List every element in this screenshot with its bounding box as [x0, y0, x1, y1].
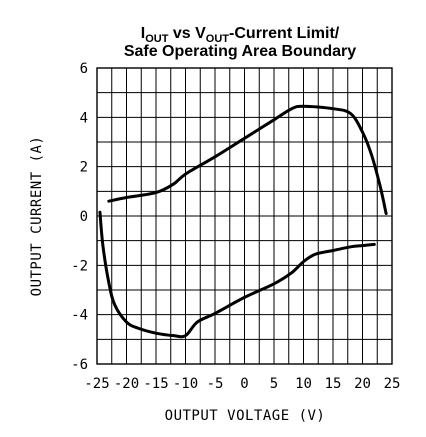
- title-subscript-1: OUT: [145, 33, 169, 45]
- y-tick-label: 4: [80, 110, 88, 126]
- y-tick-label: 0: [80, 209, 88, 225]
- title-part-1: I: [141, 25, 145, 42]
- x-tick-label: 25: [384, 376, 401, 392]
- x-tick-label: 5: [270, 376, 278, 392]
- y-tick-label: -4: [71, 308, 88, 324]
- y-axis-label: OUTPUT CURRENT (A): [29, 136, 45, 297]
- x-tick-label: -20: [114, 376, 139, 392]
- y-tick-label: 6: [80, 61, 88, 77]
- x-tick-label: 20: [354, 376, 371, 392]
- series-line-2: [98, 210, 376, 339]
- title-subscript-2: OUT: [206, 33, 230, 45]
- x-tick-label: -25: [84, 376, 109, 392]
- y-tick-label: -6: [71, 357, 88, 373]
- x-tick-label: -15: [143, 376, 168, 392]
- x-tick-label: -10: [173, 376, 198, 392]
- y-tick-label: 2: [80, 160, 88, 176]
- series-line-1: [107, 104, 388, 216]
- x-tick-label: -5: [207, 376, 224, 392]
- x-tick-label: 10: [295, 376, 312, 392]
- chart-title-line1: IOUT vs VOUT-Current Limit/: [141, 25, 340, 45]
- x-tick-label: 15: [325, 376, 342, 392]
- title-part-3: -Current Limit/: [229, 25, 340, 42]
- y-tick-label: -2: [71, 258, 88, 274]
- x-axis-label: OUTPUT VOLTAGE (V): [165, 408, 326, 424]
- plot-frame: [96, 67, 393, 365]
- x-tick-label: 0: [240, 376, 248, 392]
- title-part-2: vs V: [168, 25, 206, 42]
- chart-title-line2: Safe Operating Area Boundary: [124, 43, 356, 60]
- series-layer: [98, 104, 388, 339]
